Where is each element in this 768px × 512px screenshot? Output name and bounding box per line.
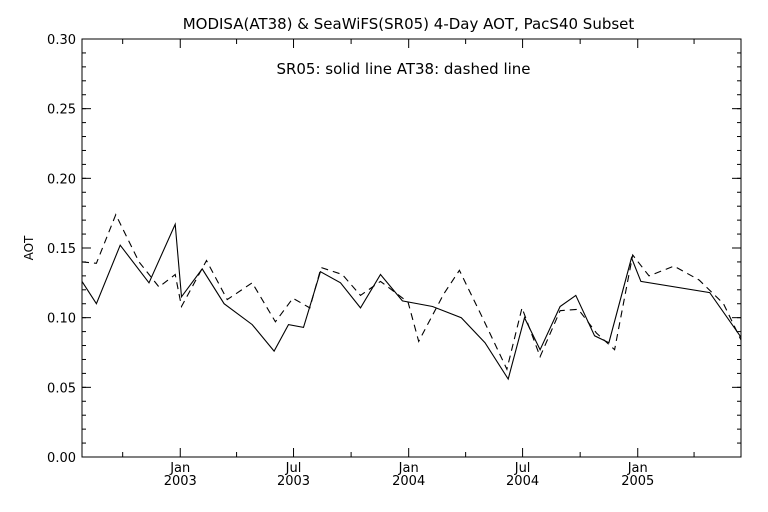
- x-tick-month-label: Jul: [514, 461, 531, 476]
- x-tick-year-label: 2003: [277, 474, 310, 489]
- series-legend-annotation: SR05: solid line AT38: dashed line: [276, 60, 530, 78]
- series-line-at38: [81, 213, 742, 371]
- plot-frame: [81, 38, 742, 458]
- y-tick-label: 0.15: [47, 242, 76, 257]
- y-tick-label: 0.30: [47, 33, 76, 48]
- series-layer: [81, 213, 742, 381]
- x-tick-year-label: 2004: [392, 474, 425, 489]
- x-tick-month-label: Jan: [398, 461, 419, 476]
- y-tick-label: 0.10: [47, 312, 76, 327]
- x-tick-year-label: 2005: [621, 474, 654, 489]
- chart-title: MODISA(AT38) & SeaWiFS(SR05) 4-Day AOT, …: [183, 15, 635, 33]
- y-tick-label: 0.00: [47, 451, 76, 466]
- y-tick-label: 0.25: [47, 103, 76, 118]
- y-tick-label: 0.20: [47, 172, 76, 187]
- x-tick-month-label: Jan: [627, 461, 648, 476]
- series-line-sr05: [81, 222, 742, 381]
- x-tick-year-label: 2004: [506, 474, 539, 489]
- axis-ticks: 0.000.050.100.150.200.250.30Jan2003Jul20…: [47, 33, 741, 489]
- x-tick-year-label: 2003: [164, 474, 197, 489]
- y-tick-label: 0.05: [47, 381, 76, 396]
- x-tick-month-label: Jan: [169, 461, 190, 476]
- y-axis-label: AOT: [22, 235, 36, 260]
- x-tick-month-label: Jul: [285, 461, 302, 476]
